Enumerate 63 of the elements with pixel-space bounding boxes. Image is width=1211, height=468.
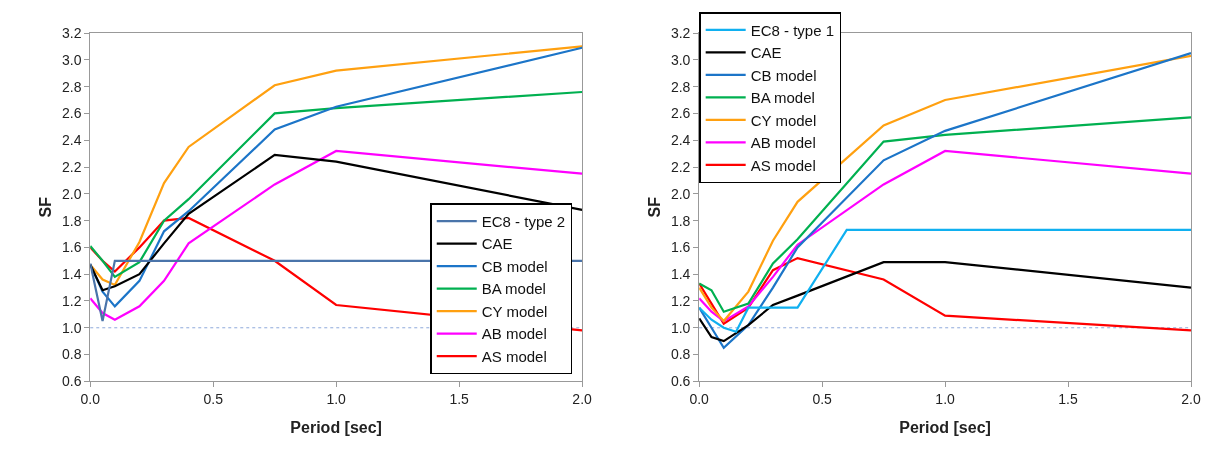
legend-label: CY model [481, 302, 548, 320]
x-axis-title: Period [sec] [899, 418, 991, 436]
y-tick-label: 2.0 [61, 185, 82, 202]
legend-label: BA model [481, 280, 546, 298]
y-tick-label: 1.0 [670, 319, 691, 336]
y-axis-title: SF [645, 196, 663, 218]
x-tick-label: 0.5 [203, 391, 224, 408]
legend-label: AS model [481, 347, 547, 365]
y-tick-label: 2.6 [670, 105, 691, 122]
legend-label: AB model [750, 134, 816, 152]
y-tick-label: 0.8 [670, 346, 691, 363]
y-tick-label: 1.0 [61, 319, 82, 336]
y-tick-label: 2.8 [670, 78, 691, 95]
y-tick-label: 1.2 [61, 292, 82, 309]
y-tick-label: 1.4 [670, 266, 691, 283]
legend-label: CB model [481, 257, 548, 275]
x-tick-label: 2.0 [1181, 391, 1201, 408]
y-tick-label: 2.6 [61, 105, 82, 122]
x-tick-label: 1.5 [449, 391, 470, 408]
legend-label: CB model [750, 66, 817, 84]
y-tick-label: 2.8 [61, 78, 82, 95]
y-tick-label: 2.2 [670, 158, 691, 175]
legend-label: BA model [750, 89, 815, 107]
line-series [699, 149, 1191, 323]
line-series [90, 90, 583, 278]
line-series [90, 149, 583, 321]
y-tick-label: 1.6 [61, 239, 82, 256]
x-tick-label: 0.0 [689, 391, 710, 408]
line-series [699, 257, 1191, 332]
legend-label: AS model [750, 156, 816, 174]
x-axis-title: Period [sec] [290, 418, 382, 436]
x-tick-label: 1.0 [935, 391, 956, 408]
line-series [699, 116, 1191, 313]
legend-label: CY model [750, 111, 817, 129]
y-tick-label: 2.0 [670, 185, 691, 202]
x-tick-label: 1.5 [1058, 391, 1078, 408]
legend-label: EC8 - type 1 [750, 21, 835, 39]
y-tick-label: 0.8 [61, 346, 82, 363]
legend-label: EC8 - type 2 [481, 212, 566, 230]
y-tick-label: 1.8 [670, 212, 691, 229]
line-series [699, 228, 1191, 333]
y-tick-label: 0.6 [670, 373, 691, 390]
legend-label: CAE [750, 44, 782, 62]
y-tick-label: 1.2 [670, 292, 691, 309]
x-tick-label: 0.5 [812, 391, 833, 408]
y-tick-label: 3.0 [61, 51, 82, 68]
y-axis-title: SF [36, 196, 54, 218]
y-tick-label: 3.0 [670, 51, 691, 68]
y-tick-label: 3.2 [61, 24, 82, 41]
x-tick-label: 2.0 [572, 391, 593, 408]
legend-label: AB model [481, 325, 547, 343]
y-tick-label: 3.2 [670, 24, 691, 41]
x-tick-label: 0.0 [80, 391, 101, 408]
legend-label: CAE [481, 235, 513, 253]
y-tick-label: 1.8 [61, 212, 82, 229]
x-tick-label: 1.0 [326, 391, 347, 408]
line-series [699, 261, 1191, 343]
y-tick-label: 1.6 [670, 239, 691, 256]
y-tick-label: 2.4 [670, 132, 691, 149]
y-tick-label: 0.6 [61, 373, 82, 390]
y-tick-label: 1.4 [61, 266, 82, 283]
y-tick-label: 2.4 [61, 132, 82, 149]
y-tick-label: 2.2 [61, 158, 82, 175]
